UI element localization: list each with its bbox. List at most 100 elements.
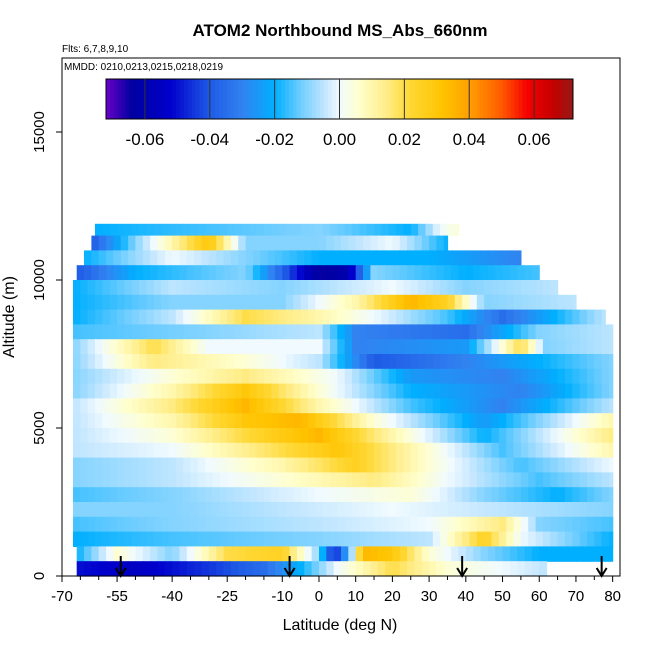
heatmap-cell (139, 398, 147, 414)
heatmap-cell (513, 309, 522, 325)
x-tick-label: 0 (315, 588, 323, 605)
heatmap-cell (432, 428, 441, 444)
heatmap-cell (153, 516, 162, 533)
heatmap-cell (381, 324, 390, 340)
heatmap-cell (539, 546, 548, 562)
heatmap-cell (542, 457, 551, 473)
heatmap-cell (344, 383, 353, 399)
heatmap-row (73, 294, 577, 311)
heatmap-cell (109, 531, 118, 547)
heatmap-cell (520, 339, 529, 355)
heatmap-cell (241, 383, 250, 399)
heatmap-cell (73, 309, 81, 325)
heatmap-cell (315, 516, 324, 533)
heatmap-cell (249, 280, 258, 296)
heatmap-cell (601, 383, 610, 399)
colorbar-segment (242, 79, 247, 119)
heatmap-cell (109, 368, 118, 385)
heatmap-cell (212, 309, 221, 325)
heatmap-cell (190, 354, 199, 370)
heatmap-cell (91, 546, 100, 562)
colorbar-segment (471, 79, 477, 119)
heatmap-cell (469, 294, 478, 311)
heatmap-cell (197, 428, 206, 444)
heatmap-cell (550, 442, 559, 459)
heatmap-cell (557, 457, 566, 473)
heatmap-cell (73, 502, 81, 518)
heatmap-cell (491, 428, 500, 444)
heatmap-cell (587, 487, 595, 503)
heatmap-cell (447, 354, 456, 370)
heatmap-cell (249, 472, 258, 488)
heatmap-cell (315, 280, 324, 296)
heatmap-cell (124, 339, 133, 355)
heatmap-cell (293, 413, 302, 429)
heatmap-cell (293, 368, 302, 385)
heatmap-cell (197, 383, 206, 399)
heatmap-cell (579, 339, 588, 355)
x-tick-label: 20 (384, 588, 401, 605)
colorbar-segment (113, 79, 119, 119)
heatmap-cell (263, 383, 272, 399)
heatmap-cell (381, 339, 390, 355)
heatmap-cell (73, 472, 81, 488)
heatmap-cell (363, 250, 371, 266)
heatmap-cell (344, 531, 353, 547)
heatmap-cell (359, 457, 368, 473)
colorbar-segment (429, 79, 434, 119)
heatmap-cell (256, 502, 265, 518)
heatmap-cell (381, 428, 390, 444)
heatmap-cell (447, 442, 456, 459)
heatmap-cell (263, 223, 272, 237)
heatmap-cell (344, 324, 353, 340)
heatmap-cell (131, 428, 140, 444)
heatmap-cell (513, 339, 522, 355)
heatmap-cell (87, 413, 96, 429)
heatmap-cell (447, 487, 456, 503)
heatmap-cell (285, 223, 294, 237)
heatmap-cell (315, 383, 324, 399)
heatmap-row (73, 502, 614, 518)
heatmap-cell (601, 457, 610, 473)
heatmap-cell (337, 309, 346, 325)
heatmap-cell (359, 223, 368, 237)
heatmap-cell (498, 531, 507, 547)
colorbar-segment (137, 79, 142, 119)
heatmap-cell (344, 368, 353, 385)
heatmap-cell (377, 250, 386, 266)
heatmap-cell (241, 398, 250, 414)
heatmap-cell (175, 428, 184, 444)
heatmap-cell (528, 383, 537, 399)
heatmap-cell (557, 309, 566, 325)
heatmap-row (95, 223, 460, 237)
heatmap-cell (425, 472, 434, 488)
heatmap-cell (587, 531, 595, 547)
heatmap-cell (454, 442, 463, 459)
heatmap-cell (425, 294, 434, 311)
heatmap-cell (315, 324, 324, 340)
x-tick-label: 80 (604, 588, 621, 605)
heatmap-cell (344, 398, 353, 414)
heatmap-cell (124, 502, 133, 518)
heatmap-cell (572, 428, 581, 444)
heatmap-cell (73, 428, 81, 444)
heatmap-cell (230, 265, 239, 281)
heatmap-cell (355, 235, 364, 251)
heatmap-cell (550, 502, 559, 518)
heatmap-cell (73, 413, 81, 429)
heatmap-cell (528, 368, 537, 385)
heatmap-cell (205, 309, 214, 325)
heatmap-row (73, 398, 614, 414)
heatmap-cell (425, 339, 434, 355)
heatmap-cell (252, 546, 261, 562)
heatmap-cell (194, 546, 203, 562)
heatmap-cell (153, 383, 162, 399)
heatmap-cell (513, 294, 522, 311)
heatmap-cell (396, 531, 404, 547)
heatmap-cell (278, 368, 287, 385)
heatmap-cell (117, 354, 125, 370)
colorbar-segment (561, 79, 566, 119)
heatmap-cell (300, 428, 309, 444)
heatmap-cell (227, 502, 236, 518)
heatmap-cell (341, 235, 349, 251)
